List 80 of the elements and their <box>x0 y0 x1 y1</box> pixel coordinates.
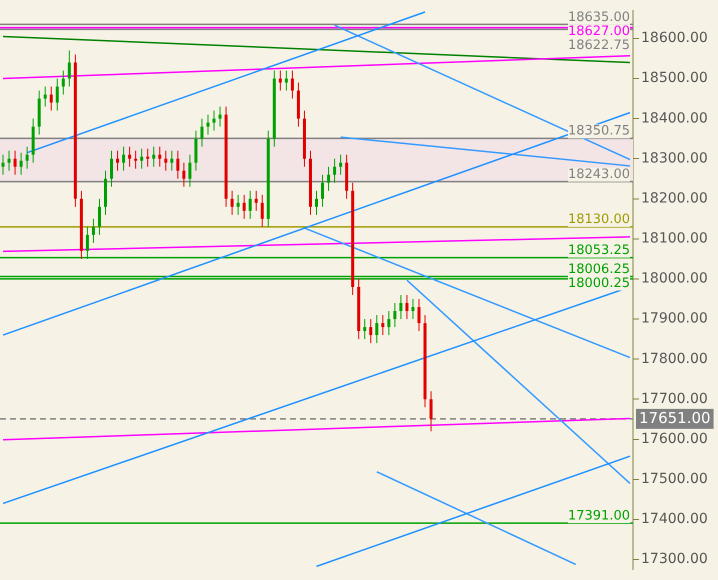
candlestick <box>158 146 162 168</box>
candlestick <box>110 150 114 188</box>
candlestick <box>62 70 65 96</box>
candlestick <box>381 314 384 336</box>
y-tick-label: 17400.00 <box>641 511 708 528</box>
y-tick-label: 18500.00 <box>641 70 708 86</box>
candlestick <box>284 70 288 92</box>
candlestick <box>339 154 342 176</box>
candlestick <box>8 150 11 172</box>
ref-line-label: 18627.00 <box>568 24 630 39</box>
y-tick-label: 18600.00 <box>641 30 708 46</box>
ref-line-label: 18130.00 <box>568 212 630 228</box>
y-tick-label: 17600.00 <box>641 430 708 447</box>
candlestick <box>399 294 402 320</box>
candlestick <box>218 106 222 128</box>
candlestick <box>375 314 378 344</box>
candlestick <box>393 302 396 328</box>
candlestick <box>182 162 186 188</box>
candlestick <box>188 154 192 188</box>
candlestick <box>164 150 168 172</box>
y-tick-label: 17500.00 <box>641 471 708 488</box>
y-tick-label: 17900.00 <box>641 310 708 327</box>
candlestick <box>68 50 71 88</box>
y-tick-label: 17800.00 <box>641 350 708 367</box>
y-tick-label: 17700.00 <box>641 390 708 407</box>
candlestick <box>230 190 234 216</box>
ref-line-label: 18622.75 <box>568 38 630 53</box>
candlestick <box>363 318 366 340</box>
candlestick <box>146 148 150 168</box>
candlestick <box>14 150 17 176</box>
candlestick <box>206 114 210 136</box>
candlestick <box>387 310 390 336</box>
candlestick <box>92 218 95 244</box>
candlestick <box>260 194 264 228</box>
candlestick <box>200 118 204 148</box>
candlestick <box>152 146 156 168</box>
ref-line-label: 18006.25 <box>568 262 630 277</box>
candlestick <box>98 198 101 236</box>
candlestick <box>369 318 372 344</box>
y-tick-label: 18300.00 <box>641 150 708 166</box>
candlestick <box>411 298 414 320</box>
candlestick <box>290 70 294 100</box>
ref-line-label: 18635.00 <box>568 10 630 25</box>
candlestick <box>430 390 433 432</box>
ref-line-label: 18053.25 <box>568 243 630 258</box>
candlestick <box>236 194 240 216</box>
candlestick <box>248 190 252 220</box>
candlestick <box>122 146 126 172</box>
candlestick <box>128 146 132 168</box>
ref-line-label: 18350.75 <box>568 124 630 139</box>
candlestick <box>176 150 180 180</box>
candlestick <box>170 150 174 172</box>
y-tick-label: 18100.00 <box>641 230 708 247</box>
candlestick <box>56 78 59 112</box>
candlestick <box>333 158 336 184</box>
candlestick <box>116 150 120 172</box>
candlestick <box>50 86 53 112</box>
candlestick <box>314 190 318 216</box>
ref-line-label: 17651.00 <box>639 408 711 427</box>
candlestick <box>405 294 408 320</box>
candlestick <box>44 86 47 108</box>
candlestick <box>254 190 258 212</box>
candlestick <box>140 148 144 170</box>
candlestick <box>417 298 420 332</box>
y-tick-label: 18200.00 <box>641 190 708 206</box>
ref-line-label: 18243.00 <box>568 166 630 182</box>
ref-line-label: 18000.25 <box>568 276 630 291</box>
candlestick <box>2 154 5 176</box>
y-tick-label: 17300.00 <box>641 551 708 568</box>
candlestick <box>134 150 138 170</box>
y-tick-label: 18000.00 <box>641 270 708 287</box>
candlestick <box>242 194 246 220</box>
candlestick <box>278 70 282 92</box>
candlestick <box>212 110 216 132</box>
candlestick <box>20 152 23 176</box>
candlestick <box>26 146 29 170</box>
candlestick <box>321 174 324 208</box>
ref-line-label: 17391.00 <box>568 508 630 524</box>
y-tick-label: 18400.00 <box>641 110 708 126</box>
candlestick <box>327 166 330 192</box>
